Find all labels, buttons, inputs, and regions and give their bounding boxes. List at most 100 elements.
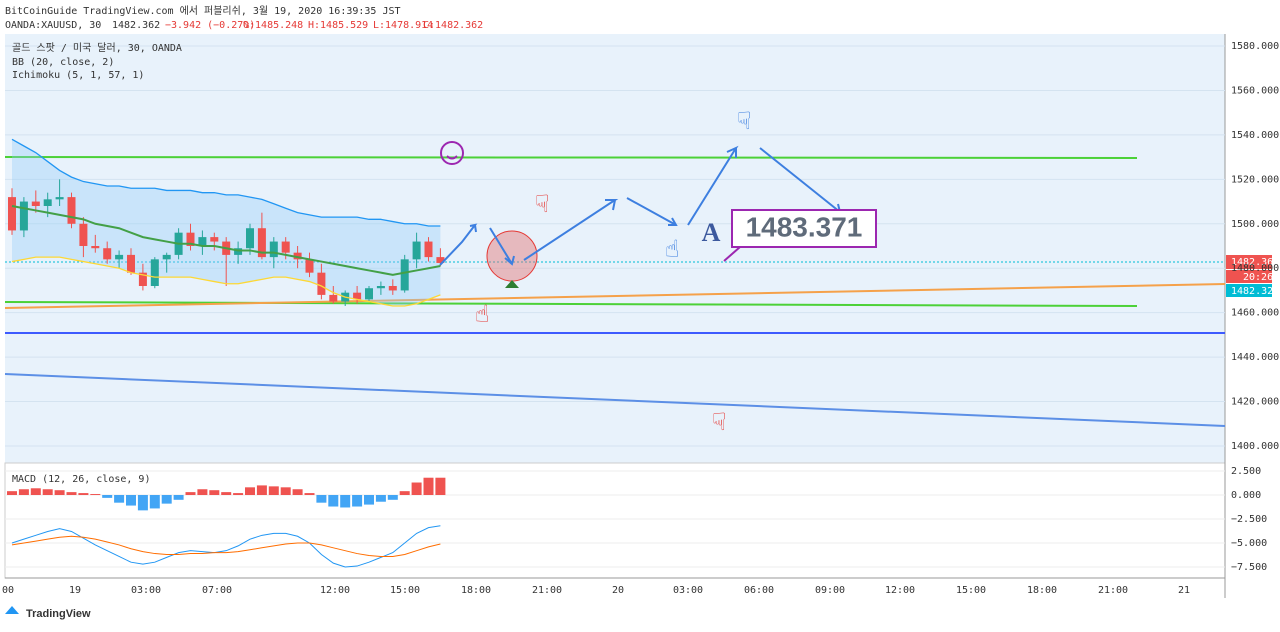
macd-bar <box>387 495 398 500</box>
macd-line <box>11 525 441 568</box>
smiley <box>446 155 458 160</box>
callout-box <box>731 209 877 248</box>
macd-bar <box>173 495 184 500</box>
macd-bar <box>399 491 410 495</box>
ohlc-low: L:1478.914 <box>373 20 433 31</box>
hand-icon: ☟ <box>535 190 549 218</box>
arrow <box>687 145 739 226</box>
callout-pointer <box>723 246 741 262</box>
x-tick-label: 07:00 <box>202 585 232 596</box>
y-tick-label: −7.500 <box>1231 562 1267 573</box>
macd-bar <box>42 489 53 495</box>
header-line: BitCoinGuide TradingView.com 에서 퍼블리쉬, 3월… <box>5 5 401 17</box>
y-tick-label: 1580.000 <box>1231 41 1279 52</box>
x-tick-label: 21:00 <box>1098 585 1128 596</box>
y-tick-label: 1520.000 <box>1231 174 1279 185</box>
up-marker <box>505 280 519 288</box>
macd-bar <box>7 491 17 495</box>
arrow <box>439 223 478 266</box>
macd-bar <box>435 477 446 495</box>
macd-bar <box>197 489 208 495</box>
macd-bar <box>340 495 351 508</box>
ohlc-open: O:1485.248 <box>243 20 303 31</box>
letter-a: A <box>702 218 721 247</box>
macd-pane <box>4 462 1226 579</box>
macd-bar <box>292 489 303 495</box>
macd-bar <box>30 488 41 495</box>
overlay-line <box>11 138 441 227</box>
candle-body <box>31 201 40 206</box>
x-tick-label: 18:00 <box>461 585 491 596</box>
y-tick-label: 1560.000 <box>1231 85 1279 96</box>
macd-bar <box>328 495 339 507</box>
macd-line <box>11 535 441 557</box>
candle-body <box>67 197 76 224</box>
y-tick-label: −2.500 <box>1231 514 1267 525</box>
x-tick-label: 00 <box>2 585 14 596</box>
legend: Ichimoku (5, 1, 57, 1) <box>12 70 144 81</box>
macd-bar <box>137 495 148 511</box>
candle-body <box>162 254 171 260</box>
arrow <box>489 227 515 266</box>
candle-body <box>91 246 100 249</box>
macd-bar <box>375 495 386 502</box>
macd-bar <box>18 489 29 495</box>
logo <box>5 606 19 614</box>
x-tick-label: 03:00 <box>673 585 703 596</box>
candle-body <box>317 272 326 295</box>
macd-bar <box>185 492 196 495</box>
y-tick-label: 2.500 <box>1231 466 1261 477</box>
candle-body <box>55 197 64 200</box>
candle-body <box>293 252 302 260</box>
x-tick-label: 21:00 <box>532 585 562 596</box>
y-tick-label: 1440.000 <box>1231 352 1279 363</box>
legend: BB (20, close, 2) <box>12 57 114 68</box>
hand-icons: ☟ ☝ ☝ ☟ ☟ <box>475 107 751 436</box>
candle-body <box>186 232 195 246</box>
macd-legend: MACD (12, 26, close, 9) <box>12 474 150 485</box>
symbol: OANDA:XAUUSD, 30 <box>5 20 101 31</box>
macd-bar <box>316 495 327 503</box>
x-tick-label: 18:00 <box>1027 585 1057 596</box>
arrow <box>523 199 619 261</box>
trend-line <box>4 283 1226 309</box>
ohlc-high: H:1485.529 <box>308 20 368 31</box>
x-tick-label: 09:00 <box>815 585 845 596</box>
hand-icon: ☟ <box>712 408 726 436</box>
macd-bar <box>304 493 315 495</box>
x-tick-label: 21 <box>1178 585 1190 596</box>
macd-bar <box>90 494 101 495</box>
change: −3.942 (−0.27%) <box>165 20 255 31</box>
macd-bar <box>209 490 220 495</box>
last: 1482.362 <box>112 20 160 31</box>
y-tick-label: 1540.000 <box>1231 130 1279 141</box>
footer: TradingView <box>26 608 91 620</box>
candle-body <box>8 197 16 231</box>
x-tick-label: 20 <box>612 585 624 596</box>
line-price-tag <box>1226 284 1272 297</box>
candle-body <box>388 286 397 291</box>
macd-bar <box>233 493 244 495</box>
macd-bar <box>221 492 232 495</box>
candle-body <box>115 254 124 260</box>
main-pane <box>5 34 1225 463</box>
countdown: 20:26 <box>1243 272 1273 283</box>
overlay-line <box>11 205 441 276</box>
y-tick-label: 1500.000 <box>1231 219 1279 230</box>
y-tick-label: 0.000 <box>1231 490 1261 501</box>
x-tick-label: 19 <box>69 585 81 596</box>
last-price-tag <box>1226 255 1272 269</box>
arrow <box>626 197 678 226</box>
macd-bar <box>161 495 172 504</box>
candle-body <box>424 241 433 258</box>
macd-bar <box>423 477 434 495</box>
candle-body <box>79 223 88 246</box>
y-tick-label: 1460.000 <box>1231 308 1279 319</box>
candle-body <box>246 228 254 249</box>
candle-body <box>19 201 28 231</box>
candle-body <box>329 294 338 302</box>
candle-body <box>269 241 278 258</box>
candle-body <box>281 241 290 253</box>
macd-bar <box>102 495 113 498</box>
